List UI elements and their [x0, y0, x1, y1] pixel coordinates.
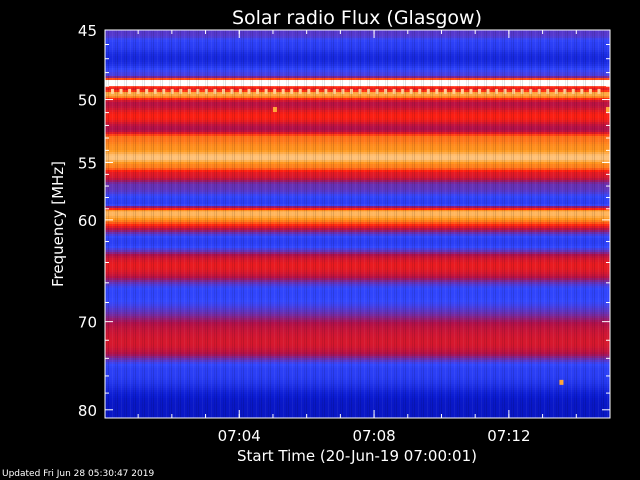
y-tick-label: 55: [78, 154, 97, 172]
x-axis: 07:04 07:08 07:12: [137, 30, 611, 445]
y-axis-label: Frequency [MHz]: [49, 161, 67, 287]
plot-frame: [104, 29, 611, 419]
y-tick-label: 60: [78, 212, 97, 230]
y-axis: 45 50 55 60 70 80: [78, 22, 610, 420]
y-tick-label: 70: [78, 314, 97, 332]
updated-timestamp: Updated Fri Jun 28 05:30:47 2019: [2, 469, 155, 479]
x-axis-label: Start Time (20-Jun-19 07:00:01): [237, 447, 477, 465]
chart-title: Solar radio Flux (Glasgow): [232, 7, 482, 29]
x-tick-label: 07:08: [352, 427, 395, 445]
streak-overlay: [105, 30, 610, 418]
y-tick-label: 80: [78, 402, 97, 420]
x-tick-label: 07:04: [218, 427, 261, 445]
x-tick-label: 07:12: [487, 427, 530, 445]
y-tick-label: 50: [78, 92, 97, 110]
plot-area: [104, 29, 611, 419]
y-tick-label: 45: [78, 22, 97, 40]
